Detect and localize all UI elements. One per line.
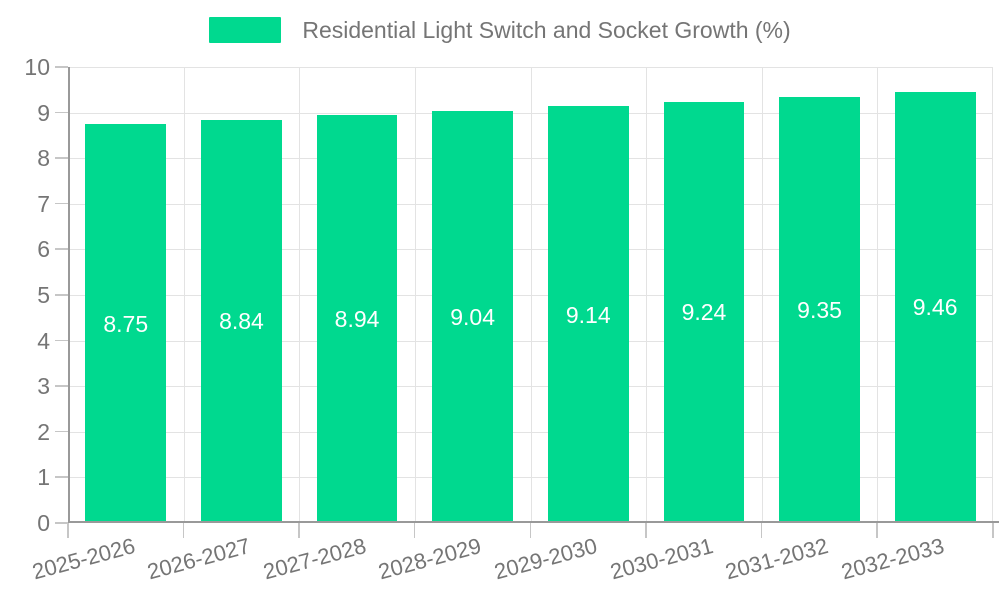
bar-value-label: 9.24 [681,299,727,326]
gridline-vertical [877,67,878,523]
y-axis-tick [55,294,68,296]
y-axis-tick [55,157,68,159]
bar[interactable] [547,106,629,523]
bar-value-label: 8.94 [334,306,380,333]
x-tick-label: 2031-2032 [722,533,832,585]
y-axis-tick [55,66,68,68]
y-tick-label: 6 [37,236,50,263]
x-tick-label: 2027-2028 [260,533,369,585]
gridline-vertical [762,67,763,523]
x-tick-label: 2026-2027 [144,533,253,585]
x-axis-line [68,521,999,523]
y-axis-line [68,67,70,523]
x-axis-tick [298,523,300,538]
gridline-vertical [531,67,532,523]
y-tick-label: 0 [37,510,50,536]
gridline-horizontal [68,67,993,68]
y-axis-tick [55,202,68,205]
x-axis-tick [67,523,69,538]
y-tick-label: 1 [37,464,50,491]
gridline-vertical [646,67,647,523]
bar-value-label: 9.04 [450,303,496,330]
y-tick-label: 9 [37,99,50,126]
y-axis-tick [55,385,68,387]
gridline-horizontal [68,477,993,479]
y-tick-label: 4 [37,327,50,354]
y-axis-tick [55,430,68,433]
legend-label: Residential Light Switch and Socket Grow… [302,17,791,43]
y-axis-tick [55,522,68,524]
legend-swatch [209,17,282,43]
bar-value-label: 9.14 [565,301,611,328]
gridline-horizontal [68,340,993,342]
x-axis-tick [876,523,878,538]
bar[interactable] [85,124,167,523]
plot-area: 8.75 8.84 8.94 9.04 9.14 9.24 9.35 9.46 [68,67,999,523]
bar[interactable] [316,115,398,523]
bar[interactable] [663,101,745,523]
x-tick-label: 2030-2031 [607,533,716,585]
x-axis-tick [992,523,994,538]
y-axis-tick [55,248,68,250]
y-tick-label: 7 [37,190,50,217]
x-tick-label: 2025-2026 [29,533,138,585]
x-axis-tick [182,523,185,538]
x-tick-label: 2029-2030 [491,533,600,585]
gridline-horizontal [68,112,993,114]
bar-value-label: 8.84 [219,308,264,335]
y-tick-label: 3 [37,373,50,400]
x-tick-label: 2028-2029 [376,533,485,585]
x-axis-tick [760,523,763,538]
bar-value-label: 9.46 [912,294,958,321]
gridline-horizontal [68,431,993,433]
x-axis-tick [645,523,647,538]
gridline-horizontal [68,386,993,388]
gridline-vertical [415,67,416,523]
x-tick-label: 2032-2033 [838,533,947,585]
x-axis-tick [529,523,531,538]
y-axis-tick [55,339,68,342]
y-axis-tick [55,111,68,114]
legend[interactable]: Residential Light Switch and Socket Grow… [0,17,1000,43]
gridline-horizontal [68,203,993,205]
gridline-vertical [992,67,993,523]
gridline-vertical [299,67,300,523]
gridline-horizontal [68,249,993,251]
y-axis-tick [55,476,68,478]
x-axis-tick [413,523,416,538]
bar[interactable] [779,96,860,523]
bar[interactable] [894,91,976,523]
gridline-horizontal [68,158,993,160]
bar[interactable] [432,110,514,523]
y-tick-label: 5 [37,282,50,308]
y-tick-label: 10 [24,54,50,80]
bar[interactable] [201,119,282,523]
bar-value-label: 8.75 [103,310,149,337]
gridline-horizontal [68,295,993,296]
y-tick-label: 2 [37,418,50,445]
gridline-vertical [184,67,185,523]
y-tick-label: 8 [37,145,50,172]
bar-value-label: 9.35 [797,296,842,323]
